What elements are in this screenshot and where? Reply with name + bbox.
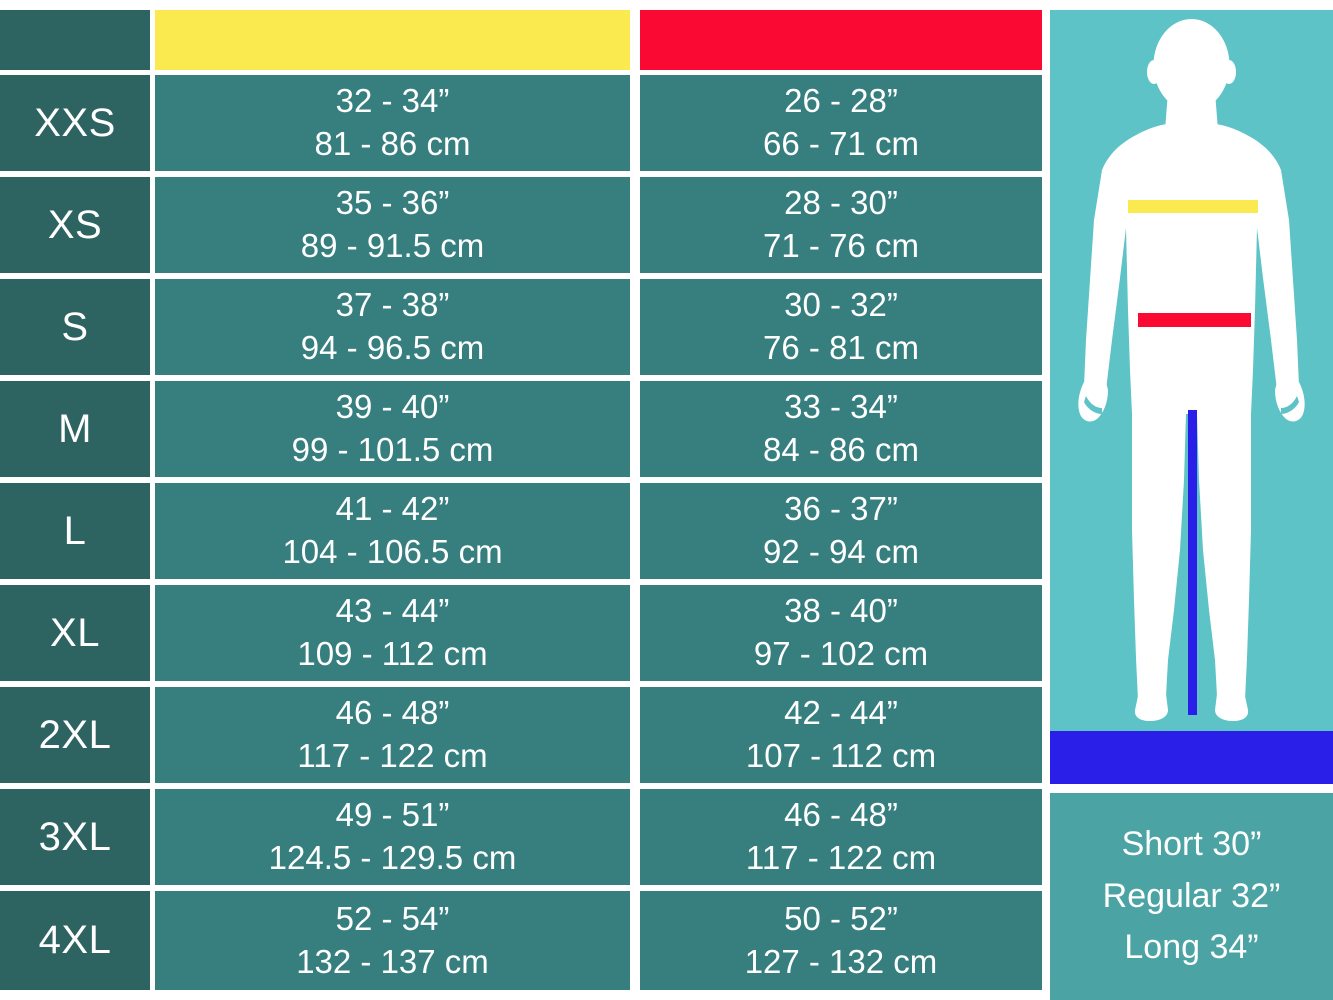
table-cell-waist: 36 - 37” 92 - 94 cm bbox=[640, 483, 1042, 579]
chest-inches: 49 - 51” bbox=[335, 796, 450, 834]
waist-inches: 28 - 30” bbox=[784, 184, 898, 222]
table-cell-chest: 41 - 42” 104 - 106.5 cm bbox=[155, 483, 630, 579]
chest-inches: 41 - 42” bbox=[335, 490, 450, 528]
male-body-silhouette-icon bbox=[1078, 19, 1305, 721]
chest-cm: 132 - 137 cm bbox=[296, 942, 489, 980]
waist-inches: 46 - 48” bbox=[784, 796, 898, 834]
waist-inches: 33 - 34” bbox=[784, 388, 898, 426]
chest-inches: 43 - 44” bbox=[335, 592, 450, 630]
table-row-size-label: S bbox=[0, 279, 150, 375]
table-cell-chest: 49 - 51” 124.5 - 129.5 cm bbox=[155, 789, 630, 885]
chest-measure-band bbox=[1128, 200, 1258, 213]
waist-color-swatch-header bbox=[640, 10, 1042, 70]
table-header-size-cell bbox=[0, 10, 150, 70]
table-cell-chest: 43 - 44” 109 - 112 cm bbox=[155, 585, 630, 681]
waist-cm: 117 - 122 cm bbox=[745, 839, 937, 876]
table-row-size-label: XL bbox=[0, 585, 150, 681]
waist-measure-band bbox=[1138, 313, 1251, 327]
chest-inches: 46 - 48” bbox=[335, 694, 450, 732]
table-row-size-label: M bbox=[0, 381, 150, 477]
inseam-measure-line bbox=[1188, 410, 1197, 715]
chest-inches: 35 - 36” bbox=[335, 184, 450, 222]
chest-cm: 109 - 112 cm bbox=[297, 635, 488, 672]
waist-cm: 127 - 132 cm bbox=[744, 942, 938, 980]
waist-cm: 76 - 81 cm bbox=[763, 329, 919, 366]
chest-cm: 124.5 - 129.5 cm bbox=[268, 839, 517, 876]
body-diagram-panel bbox=[1050, 10, 1333, 731]
waist-cm: 97 - 102 cm bbox=[753, 635, 929, 672]
table-row-size-label: 2XL bbox=[0, 687, 150, 783]
chest-cm: 94 - 96.5 cm bbox=[300, 329, 485, 366]
waist-inches: 38 - 40” bbox=[784, 592, 898, 630]
table-row-size-label: 3XL bbox=[0, 789, 150, 885]
table-cell-waist: 30 - 32” 76 - 81 cm bbox=[640, 279, 1042, 375]
waist-cm: 71 - 76 cm bbox=[763, 227, 919, 264]
table-cell-waist: 50 - 52” 127 - 132 cm bbox=[640, 891, 1042, 990]
table-row-size-label: XXS bbox=[0, 75, 150, 171]
chest-cm: 104 - 106.5 cm bbox=[282, 533, 503, 570]
table-cell-waist: 28 - 30” 71 - 76 cm bbox=[640, 177, 1042, 273]
table-row-size-label: L bbox=[0, 483, 150, 579]
chest-cm: 81 - 86 cm bbox=[314, 125, 471, 162]
waist-cm: 107 - 112 cm bbox=[745, 737, 937, 774]
chest-inches: 32 - 34” bbox=[335, 82, 450, 120]
table-cell-waist: 38 - 40” 97 - 102 cm bbox=[640, 585, 1042, 681]
waist-inches: 26 - 28” bbox=[784, 82, 898, 120]
waist-cm: 66 - 71 cm bbox=[763, 125, 919, 162]
waist-cm: 92 - 94 cm bbox=[763, 533, 919, 570]
length-option-regular: Regular 32” bbox=[1102, 876, 1281, 915]
table-cell-chest: 52 - 54” 132 - 137 cm bbox=[155, 891, 630, 990]
chest-cm: 99 - 101.5 cm bbox=[291, 431, 494, 468]
waist-inches: 30 - 32” bbox=[784, 286, 898, 324]
waist-inches: 42 - 44” bbox=[784, 694, 898, 732]
table-cell-chest: 39 - 40” 99 - 101.5 cm bbox=[155, 381, 630, 477]
table-cell-chest: 32 - 34” 81 - 86 cm bbox=[155, 75, 630, 171]
waist-inches: 50 - 52” bbox=[784, 899, 898, 937]
chest-inches: 52 - 54” bbox=[335, 899, 450, 937]
chest-cm: 117 - 122 cm bbox=[297, 737, 488, 774]
table-row-size-label: 4XL bbox=[0, 891, 150, 990]
length-option-long: Long 34” bbox=[1124, 928, 1259, 967]
table-cell-waist: 46 - 48” 117 - 122 cm bbox=[640, 789, 1042, 885]
waist-cm: 84 - 86 cm bbox=[763, 431, 919, 468]
inseam-color-swatch bbox=[1050, 731, 1333, 784]
chest-color-swatch-header bbox=[155, 10, 630, 70]
size-table: XXS 32 - 34” 81 - 86 cm 26 - 28” 66 - 71… bbox=[0, 10, 1042, 990]
chest-inches: 37 - 38” bbox=[335, 286, 450, 324]
chest-cm: 89 - 91.5 cm bbox=[300, 227, 485, 264]
length-option-short: Short 30” bbox=[1121, 825, 1262, 864]
chest-inches: 39 - 40” bbox=[335, 388, 450, 426]
table-cell-chest: 46 - 48” 117 - 122 cm bbox=[155, 687, 630, 783]
table-cell-waist: 42 - 44” 107 - 112 cm bbox=[640, 687, 1042, 783]
table-cell-chest: 35 - 36” 89 - 91.5 cm bbox=[155, 177, 630, 273]
table-cell-waist: 26 - 28” 66 - 71 cm bbox=[640, 75, 1042, 171]
waist-inches: 36 - 37” bbox=[784, 490, 898, 528]
table-row-size-label: XS bbox=[0, 177, 150, 273]
table-cell-chest: 37 - 38” 94 - 96.5 cm bbox=[155, 279, 630, 375]
table-cell-waist: 33 - 34” 84 - 86 cm bbox=[640, 381, 1042, 477]
inseam-length-options-panel: Short 30” Regular 32” Long 34” bbox=[1050, 793, 1333, 1000]
